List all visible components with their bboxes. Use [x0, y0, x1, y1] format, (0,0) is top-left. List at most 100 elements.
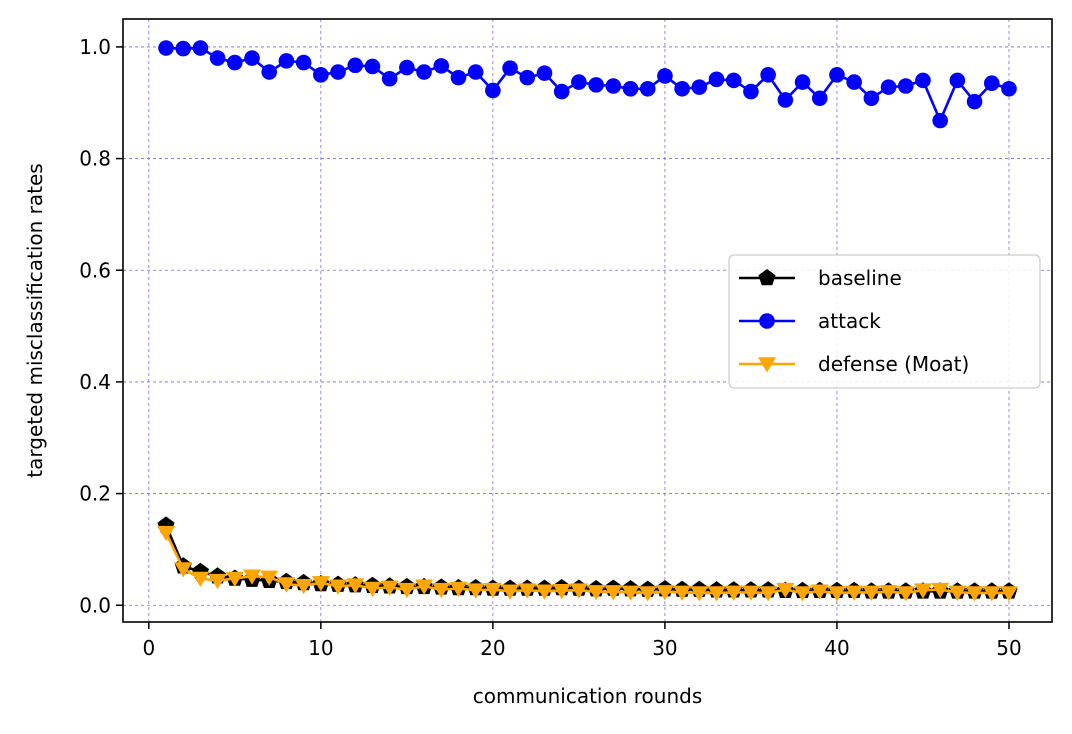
legend-marker — [759, 313, 775, 329]
series-attack — [158, 40, 1017, 129]
data-point — [743, 83, 759, 100]
data-point — [536, 65, 553, 81]
legend-marker — [758, 357, 776, 373]
data-point — [552, 583, 571, 600]
data-point — [759, 586, 778, 602]
data-point — [416, 64, 432, 80]
data-point — [294, 578, 313, 595]
data-point — [605, 78, 622, 94]
data-point — [311, 576, 330, 592]
data-point — [811, 90, 828, 107]
data-point — [432, 582, 451, 599]
legend-label: baseline — [818, 266, 902, 290]
data-point — [639, 80, 656, 97]
data-point — [569, 583, 588, 599]
y-tick-label: 0.0 — [79, 593, 111, 617]
data-point — [588, 77, 604, 93]
data-point — [277, 577, 296, 593]
data-point — [776, 582, 795, 599]
x-tick-label: 0 — [142, 636, 155, 660]
plot-frame — [122, 18, 1053, 623]
data-point — [793, 586, 812, 602]
x-tick-label: 20 — [480, 636, 505, 660]
data-point — [983, 75, 1000, 92]
data-point — [932, 112, 948, 129]
legend-entry: baseline — [739, 266, 902, 290]
data-point — [913, 583, 932, 599]
data-point — [1001, 80, 1017, 97]
legend-label: defense (Moat) — [818, 352, 969, 376]
data-point — [948, 585, 967, 601]
data-point — [965, 586, 984, 602]
data-point — [553, 83, 570, 100]
data-point — [519, 69, 536, 86]
legend-label: attack — [818, 309, 881, 333]
data-point — [483, 582, 502, 599]
data-point — [622, 80, 639, 97]
y-axis-label: targeted misclassification rates — [23, 163, 47, 477]
data-point — [243, 569, 262, 585]
legend: baseline attack defense (Moat) — [728, 254, 1041, 389]
data-point — [466, 583, 485, 599]
data-point — [982, 586, 1001, 602]
data-point — [931, 582, 950, 599]
x-axis-label: communication rounds — [473, 684, 703, 708]
data-point — [724, 585, 743, 601]
data-point — [862, 585, 881, 601]
data-point — [896, 586, 915, 602]
data-point — [330, 64, 346, 80]
data-point — [587, 585, 606, 601]
data-point — [725, 72, 742, 89]
data-point — [346, 578, 365, 594]
data-point — [829, 67, 845, 83]
x-tick-label: 10 — [308, 636, 333, 660]
data-point — [313, 67, 329, 83]
data-point — [261, 64, 278, 80]
y-tick-label: 0.8 — [79, 147, 111, 171]
legend-entry: defense (Moat) — [739, 352, 969, 376]
data-point — [208, 573, 227, 590]
data-point — [209, 50, 226, 66]
data-point — [397, 582, 416, 599]
legend-marker — [758, 269, 776, 286]
series-defense-moat- — [157, 525, 1018, 602]
data-point — [794, 74, 811, 90]
data-point — [879, 585, 898, 601]
data-point — [295, 54, 312, 71]
data-point — [329, 579, 348, 595]
x-tick-label: 50 — [996, 636, 1021, 660]
data-point — [399, 59, 415, 76]
data-point — [225, 571, 244, 587]
data-point — [433, 58, 450, 74]
data-point — [363, 581, 382, 598]
data-point — [657, 68, 673, 84]
data-point — [966, 93, 983, 110]
data-point — [467, 64, 484, 80]
data-point — [347, 57, 364, 74]
y-tick-label: 0.4 — [79, 370, 111, 394]
data-point — [364, 58, 381, 75]
data-point — [691, 79, 708, 95]
data-point — [673, 585, 692, 601]
data-point — [278, 53, 295, 69]
data-point — [415, 579, 434, 595]
x-tick-label: 30 — [652, 636, 677, 660]
data-point — [846, 74, 862, 90]
data-point — [174, 562, 193, 578]
data-point — [707, 586, 726, 602]
data-point — [450, 69, 467, 86]
series-layer — [157, 40, 1018, 602]
data-point — [655, 585, 674, 601]
data-point — [449, 581, 468, 598]
x-tick-label: 40 — [824, 636, 849, 660]
data-point — [690, 586, 709, 602]
data-point — [571, 74, 587, 90]
data-point — [880, 79, 897, 95]
data-point — [638, 586, 657, 602]
data-point — [260, 570, 279, 586]
data-point — [157, 525, 176, 542]
data-point — [380, 580, 399, 596]
y-tick-label: 0.6 — [79, 258, 111, 282]
data-point — [708, 71, 725, 88]
